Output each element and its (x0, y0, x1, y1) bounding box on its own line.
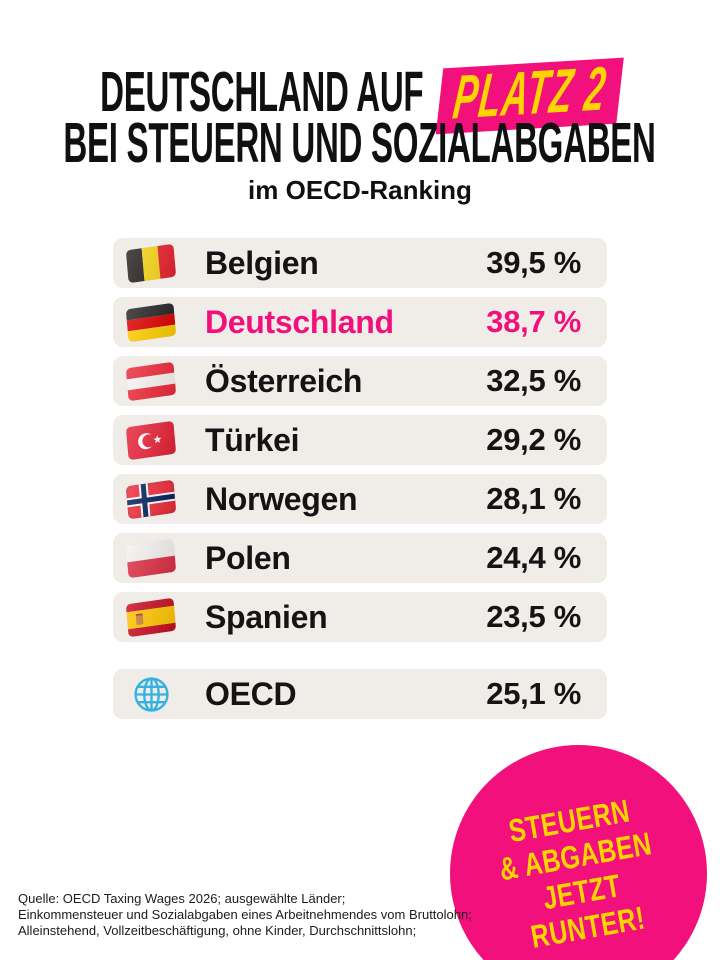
germany-flag-icon (125, 302, 177, 342)
spain-flag-icon (125, 597, 177, 637)
title-line-1-inner: DEUTSCHLAND AUF PLATZ 2 (100, 54, 624, 135)
country-label: Deutschland (205, 303, 394, 340)
oecd-value-label: 25,1 % (486, 676, 581, 711)
value-label: 39,5 % (486, 245, 581, 280)
cta-badge: STEUERN & ABGABEN JETZT RUNTER! (450, 745, 707, 960)
ranking-list: Belgien 39,5 % Deutschland 38,7 % Österr… (113, 238, 607, 719)
table-row-norwegen: Norwegen 28,1 % (113, 474, 607, 524)
value-label: 23,5 % (486, 599, 581, 634)
title-text-line-2: BEI STEUERN UND SOZIALABGABEN (63, 111, 657, 175)
title-line-1: DEUTSCHLAND AUF PLATZ 2 (0, 54, 720, 135)
source-line: Einkommensteuer und Sozialabgaben eines … (18, 907, 472, 922)
table-row-oecd-average: OECD 25,1 % (113, 669, 607, 719)
table-row-oesterreich: Österreich 32,5 % (113, 356, 607, 406)
title-line-2: BEI STEUERN UND SOZIALABGABEN (0, 108, 720, 178)
poland-flag-icon (125, 538, 177, 578)
cta-badge-text: STEUERN & ABGABEN JETZT RUNTER! (490, 789, 666, 958)
source-note: Quelle: OECD Taxing Wages 2026; ausgewäh… (18, 891, 472, 939)
norway-flag-icon (125, 479, 177, 519)
value-label: 28,1 % (486, 481, 581, 516)
table-row-polen: Polen 24,4 % (113, 533, 607, 583)
table-row-belgien: Belgien 39,5 % (113, 238, 607, 288)
table-row-tuerkei: Türkei 29,2 % (113, 415, 607, 465)
country-label: Norwegen (205, 480, 358, 517)
country-label: Polen (205, 539, 291, 576)
table-row-deutschland: Deutschland 38,7 % (113, 297, 607, 347)
table-row-spanien: Spanien 23,5 % (113, 592, 607, 642)
value-label: 29,2 % (486, 422, 581, 457)
title-line-2-inner: BEI STEUERN UND SOZIALABGABEN (64, 110, 656, 176)
country-label: Österreich (205, 362, 363, 399)
oecd-label: OECD (205, 675, 297, 712)
country-label: Spanien (205, 598, 328, 635)
turkey-flag-icon (125, 420, 177, 460)
title-text-line-1: DEUTSCHLAND AUF (100, 60, 424, 124)
globe-icon (127, 676, 175, 713)
country-label: Belgien (205, 244, 319, 281)
subtitle: im OECD-Ranking (0, 174, 720, 205)
austria-flag-icon (125, 361, 177, 401)
source-line: Alleinstehend, Vollzeitbeschäftigung, oh… (18, 923, 417, 938)
value-label: 24,4 % (486, 540, 581, 575)
source-line: Quelle: OECD Taxing Wages 2026; ausgewäh… (18, 891, 346, 906)
spain-emblem (135, 612, 144, 625)
value-label: 38,7 % (486, 304, 581, 339)
value-label: 32,5 % (486, 363, 581, 398)
country-label: Türkei (205, 421, 300, 458)
belgium-flag-icon (125, 243, 177, 283)
subtitle-text: im OECD-Ranking (248, 174, 472, 205)
